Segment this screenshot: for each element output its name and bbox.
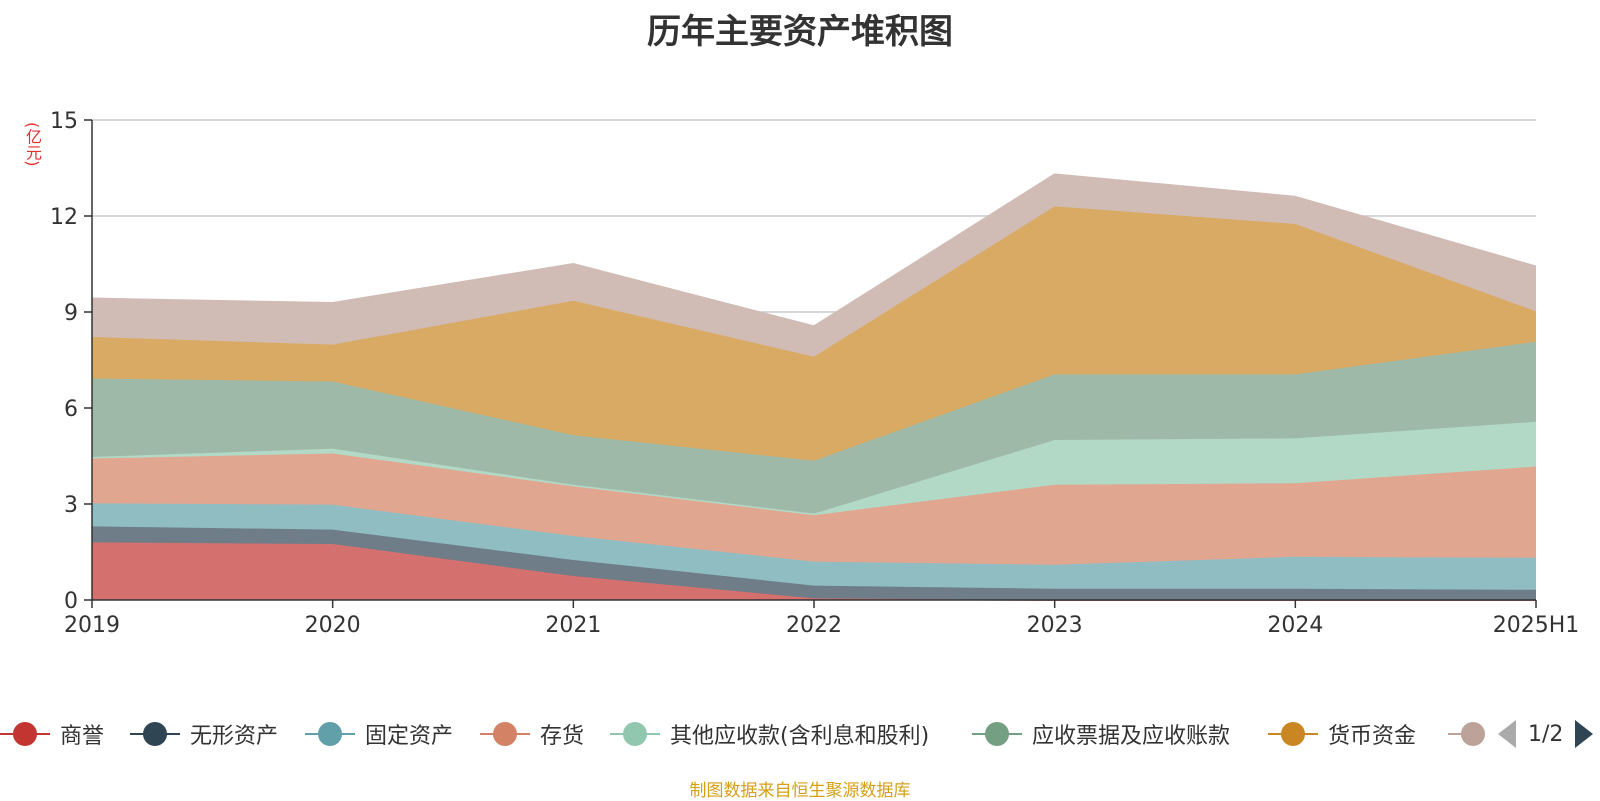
area-series-6[interactable]	[92, 341, 1536, 514]
area-series-1[interactable]	[92, 542, 1536, 600]
legend-label: 应收票据及应收账款	[1032, 724, 1231, 749]
legend-item-2[interactable]: 无形资产	[130, 716, 278, 752]
x-tick-label: 2025H1	[1493, 613, 1580, 638]
legend-marker-icon	[1448, 722, 1485, 746]
area-series	[91, 173, 1537, 601]
legend-marker-icon	[0, 722, 50, 746]
legend-item-6[interactable]: 应收票据及应收账款	[972, 716, 1230, 752]
legend-marker-icon	[305, 722, 355, 746]
y-tick-label: 0	[64, 589, 78, 614]
page-prev-icon[interactable]	[1498, 720, 1516, 748]
x-tick-label: 2020	[305, 613, 361, 638]
area-series-8[interactable]	[92, 174, 1536, 357]
x-tick-label: 2024	[1267, 613, 1323, 638]
legend-label: 商誉	[60, 724, 105, 749]
chart-title: 历年主要资产堆积图	[647, 12, 953, 52]
x-tick-label: 2021	[545, 613, 601, 638]
legend-label: 其他应收款(含利息和股利)	[670, 724, 930, 749]
y-tick-label: 12	[50, 205, 78, 230]
data-source-footer: 制图数据来自恒生聚源数据库	[689, 781, 911, 801]
legend-pager: 1/2	[1498, 716, 1594, 752]
legend-marker-icon	[1268, 722, 1318, 746]
legend-marker-icon	[972, 722, 1022, 746]
x-tick-label: 2022	[786, 613, 842, 638]
stacked-area-chart: 0 3 6 9 12 15 2019 2020 2021 2022 2023 2024 2025H1	[50, 109, 1579, 638]
axes: 0 3 6 9 12 15 2019 2020 2021 2022 2023 2024 2025H1	[50, 109, 1579, 638]
legend-marker-icon	[610, 722, 660, 746]
area-series-8-edge	[91, 173, 1537, 328]
legend-marker-icon	[130, 722, 180, 746]
legend-label: 固定资产	[365, 724, 454, 749]
x-tick-label: 2023	[1027, 613, 1083, 638]
legend-item-3[interactable]: 固定资产	[305, 716, 453, 752]
legend: 商誉 无形资产 固定资产 存货 其他应收款(含利息和股利) 应收票据及应收账款 货币资金	[0, 716, 1600, 752]
legend-marker-icon	[480, 722, 530, 746]
area-series-3[interactable]	[92, 503, 1536, 590]
page-next-icon[interactable]	[1575, 720, 1594, 748]
legend-label: 无形资产	[190, 724, 279, 749]
area-series-7[interactable]	[92, 206, 1536, 461]
page-indicator: 1/2	[1528, 721, 1564, 747]
area-series-4[interactable]	[92, 453, 1536, 565]
legend-item-7[interactable]: 货币资金	[1268, 716, 1416, 752]
y-tick-label: 3	[64, 493, 78, 518]
y-tick-label: 15	[50, 109, 78, 134]
y-axis-unit-label: (亿元)	[23, 122, 42, 167]
y-tick-label: 6	[64, 397, 78, 422]
legend-item-5[interactable]: 其他应收款(含利息和股利)	[610, 716, 929, 752]
legend-label: 货币资金	[1328, 724, 1417, 749]
y-tick-label: 9	[64, 301, 78, 326]
x-tick-label: 2019	[64, 613, 120, 638]
legend-item-1[interactable]: 商誉	[0, 716, 104, 752]
legend-label: 存货	[540, 724, 585, 749]
area-series-5[interactable]	[92, 421, 1536, 516]
legend-item-4[interactable]: 存货	[480, 716, 584, 752]
legend-item-8[interactable]	[1448, 716, 1490, 752]
